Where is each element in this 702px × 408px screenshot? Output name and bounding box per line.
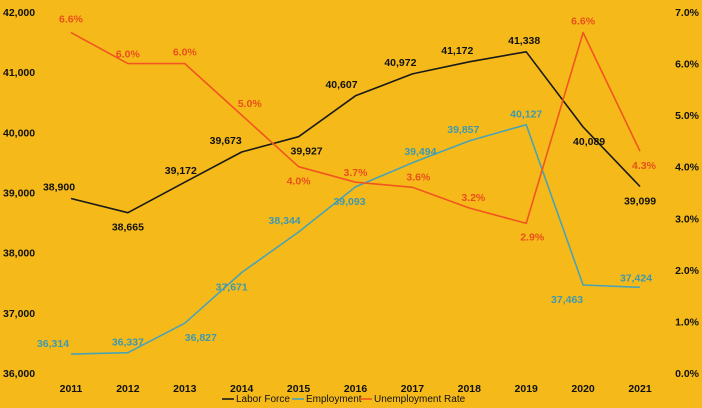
employment-legend-label: Employment (306, 394, 362, 405)
labor-force-line (70, 50, 641, 214)
labor-force-legend-label: Labor Force (236, 394, 290, 405)
x-tick-label: 2021 (628, 383, 652, 395)
y-right-tick-label: 4.0% (675, 162, 700, 174)
labor-force-data-label: 38,665 (112, 222, 144, 234)
x-tick-label: 2014 (230, 383, 254, 395)
labor-force-data-label: 41,172 (441, 45, 473, 57)
employment-data-label: 40,127 (510, 109, 542, 121)
y-right-tick-label: 3.0% (675, 213, 700, 225)
x-tick-label: 2017 (401, 383, 425, 395)
y-left-tick-label: 39,000 (3, 188, 35, 200)
y-left-tick-label: 36,000 (3, 368, 35, 380)
employment-data-label: 38,344 (269, 215, 301, 227)
labor-force-data-label: 40,607 (325, 79, 357, 91)
x-tick-label: 2019 (515, 383, 539, 395)
employment-data-label: 39,857 (447, 124, 479, 136)
y-right-tick-label: 6.0% (675, 59, 700, 71)
y-right-tick-label: 5.0% (675, 110, 700, 122)
unemployment-rate-data-label: 6.0% (173, 47, 198, 59)
employment-data-label: 36,337 (112, 337, 144, 349)
y-right-tick-label: 1.0% (675, 316, 700, 328)
x-tick-label: 2011 (60, 383, 83, 395)
unemployment-rate-data-label: 3.2% (461, 192, 486, 204)
employment-data-label: 37,671 (216, 281, 248, 293)
unemployment-rate-line (70, 31, 641, 225)
x-tick-label: 2012 (116, 383, 140, 395)
y-left-tick-label: 40,000 (3, 127, 35, 139)
y-right-tick-label: 2.0% (675, 265, 700, 277)
unemployment-rate-data-label: 5.0% (238, 98, 263, 110)
employment-data-label: 39,093 (333, 196, 365, 208)
unemployment-rate-data-label: 6.6% (571, 16, 596, 28)
unemployment-rate-data-label: 6.6% (59, 14, 84, 26)
x-tick-label: 2020 (571, 383, 595, 395)
unemployment-rate-data-label: 6.0% (116, 49, 141, 61)
unemployment-rate-data-label: 3.7% (344, 167, 369, 179)
unemployment-rate-data-label: 3.6% (406, 171, 431, 183)
unemployment-rate-data-label: 2.9% (520, 231, 545, 243)
employment-data-label: 36,314 (37, 338, 69, 350)
labor-force-data-label: 41,338 (508, 35, 540, 47)
unemployment-rate-data-label: 4.3% (632, 160, 657, 172)
labor-force-data-label: 39,673 (210, 135, 242, 147)
employment-data-label: 37,463 (551, 294, 583, 306)
labor-force-data-label: 39,172 (165, 165, 197, 177)
x-tick-label: 2013 (173, 383, 197, 395)
unemployment-rate-legend-label: Unemployment Rate (374, 394, 466, 405)
y-left-tick-label: 41,000 (3, 67, 35, 79)
labor-force-data-label: 40,089 (573, 136, 605, 148)
y-left-tick-label: 37,000 (3, 308, 35, 320)
unemployment-rate-data-label: 4.0% (287, 176, 312, 188)
employment-data-label: 37,424 (620, 272, 652, 284)
y-right-tick-label: 0.0% (675, 368, 700, 380)
employment-line (70, 123, 641, 355)
employment-data-label: 39,494 (404, 146, 436, 158)
y-right-tick-label: 7.0% (675, 7, 700, 19)
y-left-tick-label: 38,000 (3, 248, 35, 260)
labor-force-data-label: 39,927 (291, 146, 323, 158)
labor-force-data-label: 38,900 (43, 182, 75, 194)
employment-data-label: 36,827 (185, 332, 217, 344)
y-left-tick-label: 42,000 (3, 7, 35, 19)
x-tick-label: 2018 (458, 383, 482, 395)
x-tick-label: 2015 (287, 383, 311, 395)
labor-force-data-label: 40,972 (384, 57, 416, 69)
x-tick-label: 2016 (344, 383, 368, 395)
labor-force-data-label: 39,099 (624, 196, 656, 208)
